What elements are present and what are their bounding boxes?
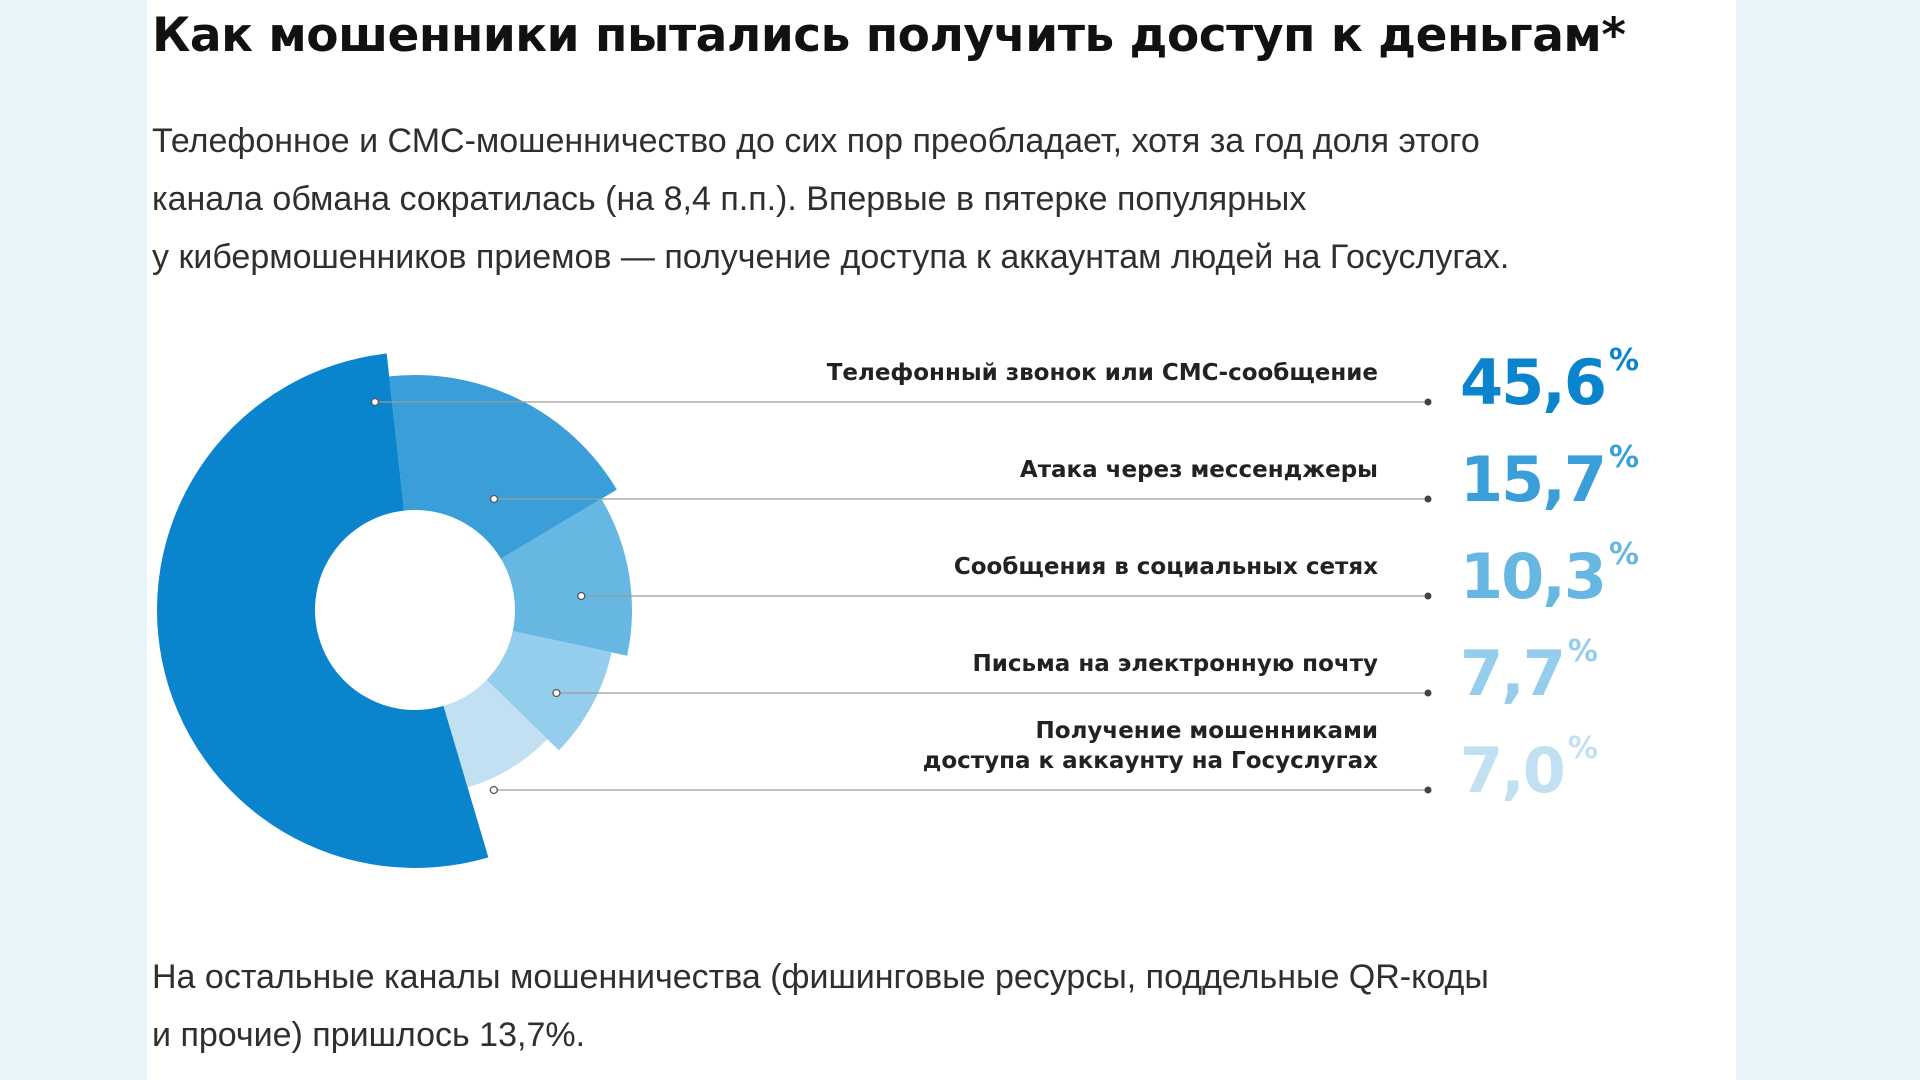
- page-title: Как мошенники пытались получить доступ к…: [152, 8, 1626, 63]
- percent-sign: %: [1609, 343, 1639, 378]
- leader-end-dot: [1424, 398, 1432, 406]
- category-label-line: Сообщения в социальных сетях: [953, 554, 1378, 580]
- footnote-paragraph: На остальные каналы мошенничества (фишин…: [152, 948, 1712, 1064]
- category-label: Получение мошенниками доступа к аккаунту …: [922, 718, 1378, 774]
- intro-line: канала обмана сократилась (на 8,4 п.п.).…: [152, 180, 1307, 218]
- leader-end-dot: [1424, 786, 1432, 794]
- value-label: 15,7: [1460, 443, 1605, 516]
- leader-end-dot: [1424, 495, 1432, 503]
- donut-slice: [156, 353, 489, 868]
- value-label: 7,0: [1460, 734, 1564, 807]
- leader-marker: [370, 397, 380, 407]
- leader-marker: [489, 494, 499, 504]
- value-label: 7,7: [1460, 637, 1564, 710]
- percent-sign: %: [1568, 634, 1598, 669]
- value-label: 45,6: [1460, 346, 1605, 419]
- category-label-line: Телефонный звонок или СМС-сообщение: [826, 360, 1378, 386]
- footnote-line: На остальные каналы мошенничества (фишин…: [152, 958, 1489, 996]
- donut-slice: [443, 679, 548, 788]
- category-label-line: Письма на электронную почту: [972, 651, 1378, 677]
- intro-paragraph: Телефонное и СМС-мошенничество до сих по…: [152, 112, 1712, 286]
- donut-slice: [500, 498, 632, 656]
- leader-marker: [577, 591, 586, 601]
- leader-marker: [489, 785, 498, 795]
- percent-sign: %: [1609, 440, 1639, 475]
- intro-line: Телефонное и СМС-мошенничество до сих по…: [152, 122, 1480, 160]
- intro-line: у кибермошенников приемов — получение до…: [152, 238, 1510, 276]
- category-label: Атака через мессенджеры: [1019, 457, 1378, 483]
- content-card: [147, 0, 1736, 1080]
- category-label-line: Атака через мессенджеры: [1019, 457, 1378, 483]
- category-label-line: Получение мошенниками: [1035, 718, 1378, 744]
- category-label: Телефонный звонок или СМС-сообщение: [826, 360, 1378, 386]
- footnote-line: и прочие) пришлось 13,7%.: [152, 1016, 586, 1054]
- leader-marker: [552, 688, 561, 698]
- donut-slice: [486, 631, 612, 751]
- value-label: 10,3: [1460, 540, 1605, 613]
- leader-end-dot: [1424, 689, 1432, 697]
- donut-slice: [389, 375, 617, 559]
- category-label: Письма на электронную почту: [972, 651, 1378, 677]
- category-label: Сообщения в социальных сетях: [953, 554, 1378, 580]
- category-label-line: доступа к аккаунту на Госуслугах: [922, 748, 1378, 774]
- percent-sign: %: [1609, 537, 1639, 572]
- percent-sign: %: [1568, 731, 1598, 766]
- leader-end-dot: [1424, 592, 1432, 600]
